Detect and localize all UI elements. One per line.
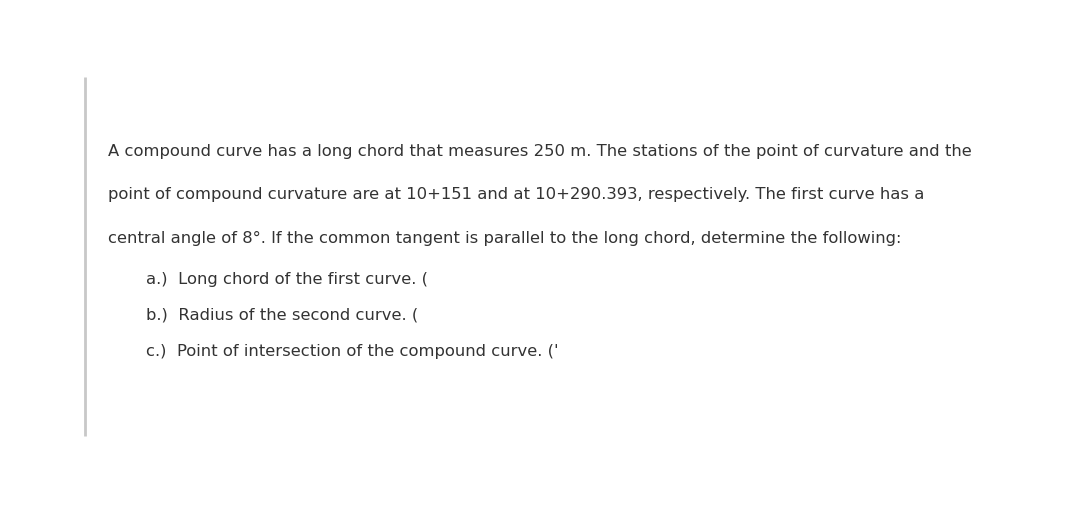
Text: b.)  Radius of the second curve. (: b.) Radius of the second curve. (: [146, 308, 418, 323]
Text: central angle of 8°. If the common tangent is parallel to the long chord, determ: central angle of 8°. If the common tange…: [108, 231, 902, 246]
Text: point of compound curvature are at 10+151 and at 10+290.393, respectively. The f: point of compound curvature are at 10+15…: [108, 187, 924, 202]
Text: a.)  Long chord of the first curve. (: a.) Long chord of the first curve. (: [146, 272, 428, 287]
Text: c.)  Point of intersection of the compound curve. (': c.) Point of intersection of the compoun…: [146, 344, 558, 359]
Text: A compound curve has a long chord that measures 250 m. The stations of the point: A compound curve has a long chord that m…: [108, 144, 972, 159]
